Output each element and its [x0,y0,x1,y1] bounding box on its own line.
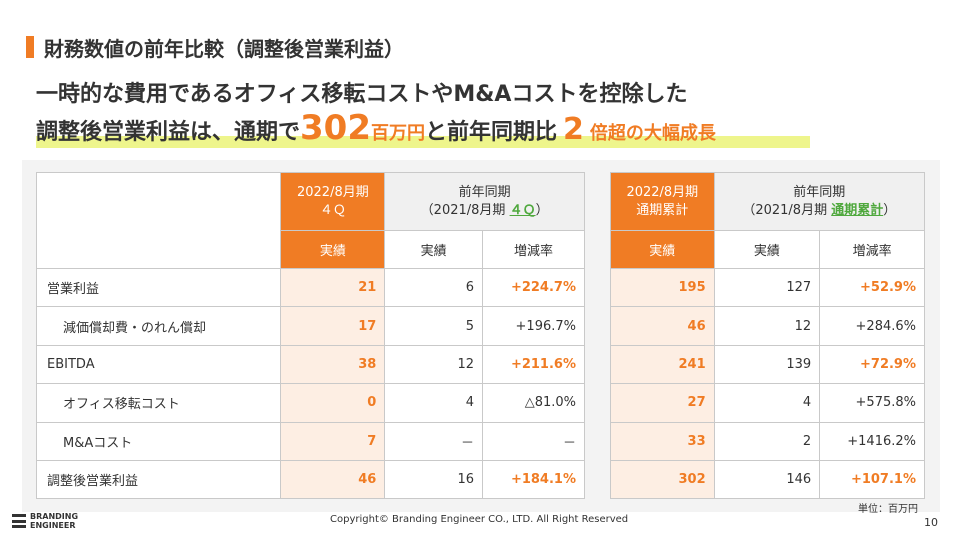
table-full-year: 2022/8月期 通期累計 前年同期 （2021/8月期 通期累計） 実績 実績 増… [610,172,926,500]
cell-change: +284.6% [819,306,925,346]
table-row: EBITDA 38 12 +211.6% [35,344,585,385]
headline-unit: 百万円 [371,123,425,144]
cell-change: +72.9% [819,344,925,385]
row-label: 営業利益 [35,267,282,308]
cell-prev: 127 [713,267,821,308]
table-row: M&Aコスト 7 － － [35,421,585,461]
headline-total-number: 302 [300,108,371,148]
title-accent-bar [26,36,34,58]
cell-prev: 2 [713,421,821,461]
cell-prev: 6 [384,267,484,308]
row-label: M&Aコスト [35,421,282,461]
subheader-prev-actual: 実績 [713,230,821,269]
cell-prev: 12 [384,344,484,385]
page-title: 財務数値の前年比較（調整後営業利益） [44,37,404,61]
cell-prev: 4 [713,383,821,423]
row-label: EBITDA [35,344,282,385]
cell-prev: 12 [713,306,821,346]
cell-actual: 33 [610,421,715,461]
cell-prev: 146 [713,459,821,500]
header-prev-4q: 前年同期 （2021/8月期 ４Ｑ） [384,172,585,231]
logo-text-line1: BRANDING [30,512,79,521]
header-current-4q: 2022/8月期 ４Ｑ [280,172,386,231]
cell-actual: 302 [610,459,715,500]
cell-actual: 27 [610,383,715,423]
page-number: 10 [924,516,938,529]
cell-actual: 195 [610,267,715,308]
cell-actual: 46 [280,459,386,500]
table-row: 302 146 +107.1% [610,459,925,500]
subheader-change: 増減率 [819,230,925,269]
cell-change: +107.1% [819,459,925,500]
table-row: 27 4 +575.8% [610,383,925,423]
header-prev-fy: 前年同期 （2021/8月期 通期累計） [713,172,926,231]
cell-change: +52.9% [819,267,925,308]
table-row: 195 127 +52.9% [610,267,925,308]
cell-change: +196.7% [482,306,585,346]
cell-actual: 38 [280,344,386,385]
cell-change: － [482,421,585,461]
table-row: 減価償却費・のれん償却 17 5 +196.7% [35,306,585,346]
table-row: 46 12 +284.6% [610,306,925,346]
cell-change: +224.7% [482,267,585,308]
row-label: オフィス移転コスト [35,383,282,423]
cell-actual: 21 [280,267,386,308]
cell-change: +575.8% [819,383,925,423]
cell-actual: 241 [610,344,715,385]
cell-change: △81.0% [482,383,585,423]
cell-prev: 4 [384,383,484,423]
cell-prev: 5 [384,306,484,346]
cell-actual: 17 [280,306,386,346]
subheader-change: 増減率 [482,230,585,269]
cell-change: +211.6% [482,344,585,385]
table-row: 営業利益 21 6 +224.7% [35,267,585,308]
cell-actual: 0 [280,383,386,423]
subheader-actual: 実績 [610,230,715,269]
table-corner [35,172,282,269]
table-row: オフィス移転コスト 0 4 △81.0% [35,383,585,423]
logo-text-line2: ENGINEER [30,521,76,530]
unit-note: 単位：百万円 [858,504,918,515]
table-4q: 2022/8月期 ４Ｑ 前年同期 （2021/8月期 ４Ｑ） 実績 実績 増減率 営… [35,172,585,500]
header-current-fy: 2022/8月期 通期累計 [610,172,715,231]
company-logo: BRANDING ENGINEER [12,512,78,530]
cell-prev: 16 [384,459,484,500]
headline-multiplier: 2 [563,112,584,147]
table-row: 調整後営業利益 46 16 +184.1% [35,459,585,500]
row-label: 調整後営業利益 [35,459,282,500]
table-row: 241 139 +72.9% [610,344,925,385]
row-label: 減価償却費・のれん償却 [35,306,282,346]
copyright: Copyright© Branding Engineer CO., LTD. A… [330,514,629,525]
table-row: 33 2 +1416.2% [610,421,925,461]
cell-change: +1416.2% [819,421,925,461]
subheader-prev-actual: 実績 [384,230,484,269]
cell-change: +184.1% [482,459,585,500]
headline-line2: 調整後営業利益は、通期で302百万円と前年同期比 2 倍超の大幅成長 [36,108,810,148]
headline-line1: 一時的な費用であるオフィス移転コストやM&Aコストを控除した [36,82,688,107]
headline-text-c: 倍超の大幅成長 [589,123,716,144]
cell-actual: 46 [610,306,715,346]
headline-text-b: と前年同期比 [425,120,558,145]
cell-prev: 139 [713,344,821,385]
logo-icon [12,514,26,528]
cell-actual: 7 [280,421,386,461]
subheader-actual: 実績 [280,230,386,269]
cell-prev: － [384,421,484,461]
headline-highlight [36,136,810,148]
headline-text-a: 調整後営業利益は、通期で [36,120,301,145]
